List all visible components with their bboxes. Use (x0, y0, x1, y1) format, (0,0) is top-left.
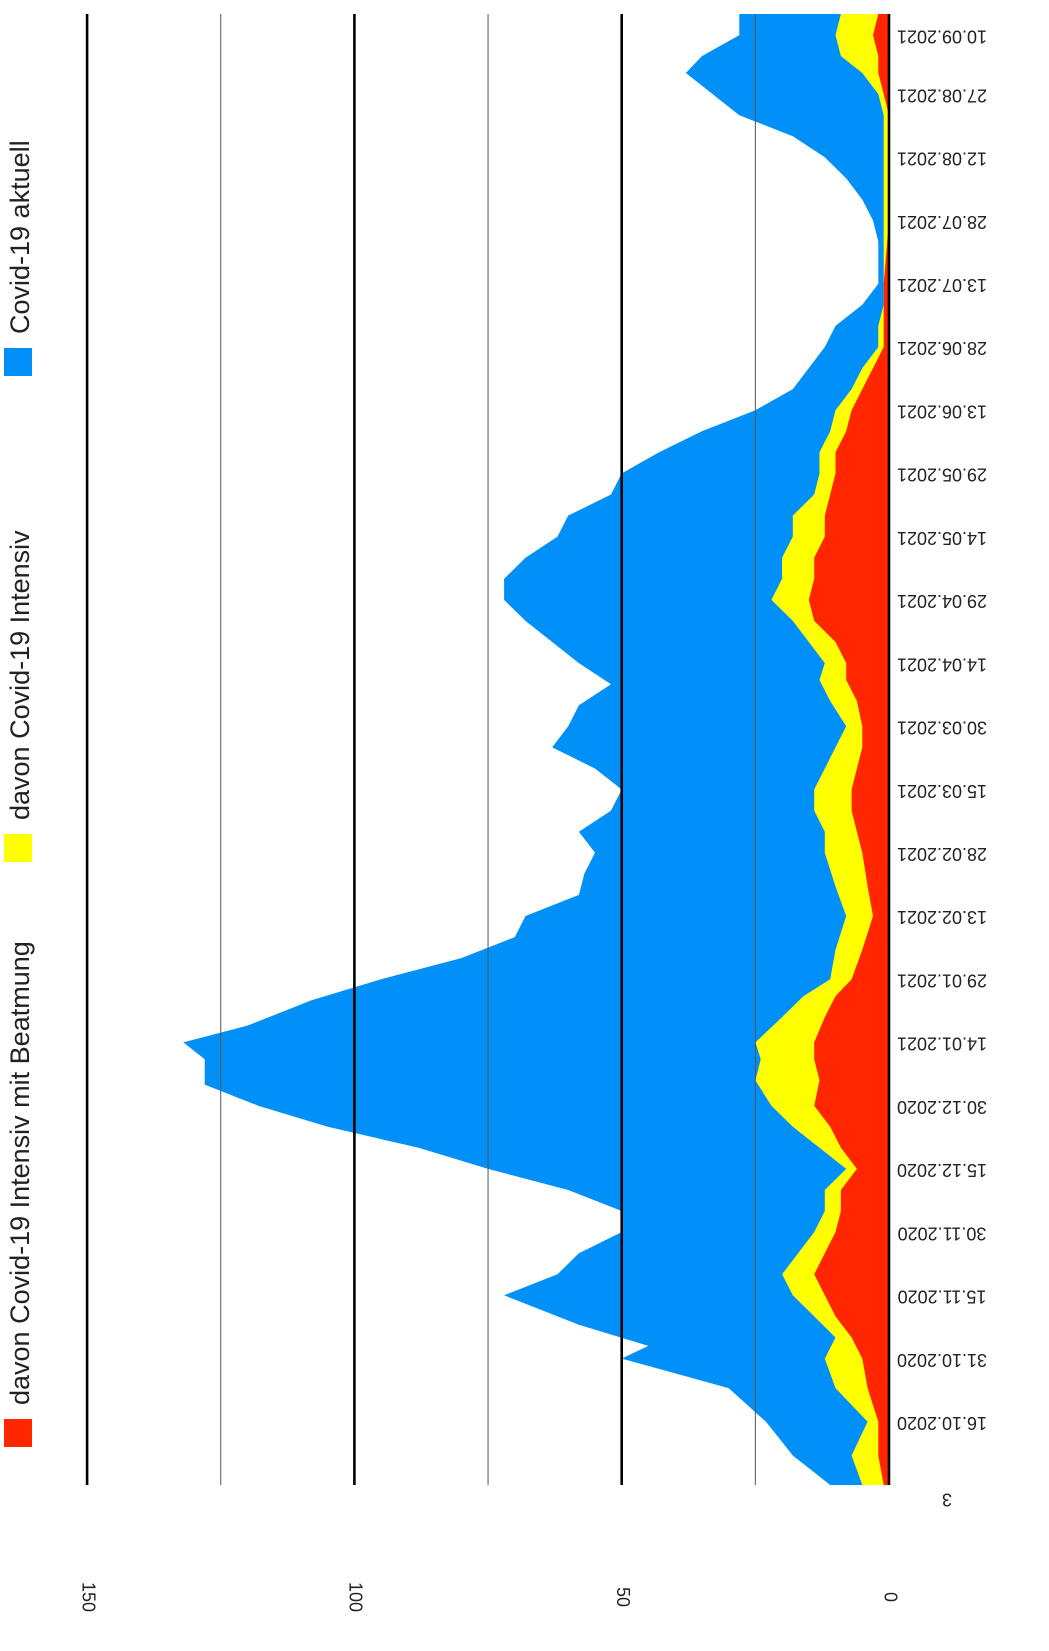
legend-label: davon Covid-19 Intensiv mit Beatmung (5, 941, 35, 1405)
x-tick-label: 13.06.2021 (897, 401, 987, 421)
x-tick-label: 29.04.2021 (897, 591, 987, 611)
x-tick-label: 10.09.2021 (897, 26, 987, 46)
x-tick-label: 12.08.2021 (897, 149, 987, 169)
series-area-2 (808, 14, 889, 1485)
x-tick-label: 14.01.2021 (897, 1034, 987, 1054)
x-tick-label: 15.11.2020 (898, 1287, 987, 1307)
x-tick-label: 27.08.2021 (897, 85, 987, 105)
y-axis: 0 50 100 150 (78, 1582, 900, 1612)
y-tick-label: 0 (880, 1592, 900, 1602)
x-tick-label: 29.01.2021 (897, 970, 987, 990)
x-tick-label: 30.03.2021 (897, 718, 987, 738)
legend-swatch (4, 348, 32, 376)
x-tick-label: 30.12.2020 (897, 1097, 987, 1117)
y-tick-label: 150 (78, 1582, 98, 1612)
x-tick-label: 29.05.2021 (897, 465, 987, 485)
y-tick-label: 100 (346, 1582, 366, 1612)
x-tick-label: 14.04.2021 (897, 654, 987, 674)
x-tick-label: 15.03.2021 (897, 781, 987, 801)
x-tick-label: 30.11.2020 (898, 1223, 987, 1243)
legend-swatch (4, 1419, 32, 1447)
x-tick-label: 31.10.2020 (897, 1350, 987, 1370)
x-axis: 16.10.2020 31.10.2020 15.11.2020 30.11.2020… (897, 26, 987, 1509)
x-tick-label: 16.10.2020 (897, 1413, 987, 1433)
x-tick-label: 13.02.2021 (897, 907, 987, 927)
x-tick-label: 28.07.2021 (897, 212, 987, 232)
legend-label: davon Covid-19 Intensiv (5, 530, 35, 820)
x-tick-label: 14.05.2021 (897, 528, 987, 548)
x-tick-label: 28.06.2021 (897, 338, 987, 358)
x-tick-label: 15.12.2020 (897, 1160, 987, 1180)
legend-label: Covid-19 aktuell (5, 140, 35, 334)
gridlines (85, 14, 891, 1485)
x-tick-label: 28.02.2021 (897, 844, 987, 864)
x-tick-label: 13.07.2021 (897, 275, 987, 295)
legend-swatch (4, 834, 32, 862)
legend: davon Covid-19 Intensiv mit Beatmung davo… (4, 140, 35, 1447)
plot-area (183, 14, 890, 1485)
y-tick-label: 50 (613, 1587, 633, 1607)
series-area-0 (183, 14, 890, 1485)
x-tick-label-partial: 3 (942, 1489, 952, 1509)
